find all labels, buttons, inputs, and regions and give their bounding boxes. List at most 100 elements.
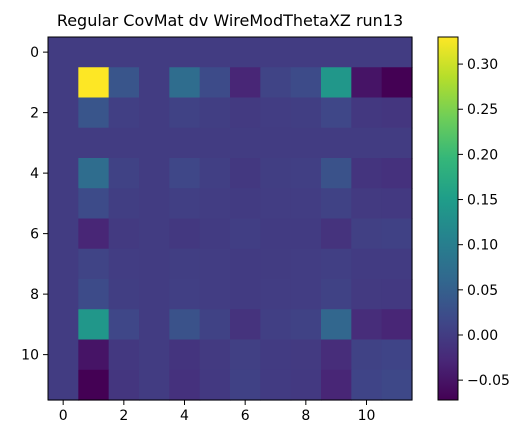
- colorbar-tick-label: 0.30: [467, 57, 498, 73]
- heatmap-cell: [78, 279, 109, 310]
- heatmap-cell: [321, 249, 352, 280]
- heatmap-cell: [291, 279, 322, 310]
- heatmap-cell: [351, 279, 382, 310]
- heatmap-cell: [48, 279, 79, 310]
- heatmap-cell: [351, 188, 382, 219]
- heatmap-cell: [139, 98, 170, 129]
- heatmap-cell: [169, 158, 200, 189]
- colorbar-axis: −0.05 0.00 0.05 0.10 0.15 0.20 0.25 0.30: [458, 57, 510, 389]
- heatmap-cell: [169, 188, 200, 219]
- heatmap-cell: [48, 67, 79, 98]
- heatmap-cell: [48, 370, 79, 401]
- heatmap-cell: [78, 188, 109, 219]
- heatmap-cell: [230, 219, 261, 250]
- heatmap-cell: [169, 219, 200, 250]
- heatmap-cell: [139, 158, 170, 189]
- heatmap-cell: [291, 37, 322, 68]
- heatmap-cell: [321, 370, 352, 401]
- heatmap-cell: [351, 370, 382, 401]
- heatmap-cell: [382, 370, 413, 401]
- heatmap-cell: [382, 188, 413, 219]
- heatmap-cell: [351, 158, 382, 189]
- heatmap-cell: [230, 98, 261, 129]
- heatmap-cell: [78, 67, 109, 98]
- heatmap-cell: [230, 188, 261, 219]
- heatmap-cell: [291, 370, 322, 401]
- colorbar-tick-label: 0.25: [467, 102, 498, 118]
- heatmap-cell: [351, 128, 382, 159]
- y-tick-label: 4: [30, 166, 39, 182]
- heatmap-cell: [200, 340, 231, 371]
- heatmap-cell: [260, 128, 291, 159]
- colorbar-tick-label: 0.10: [467, 238, 498, 254]
- heatmap-cell: [351, 37, 382, 68]
- heatmap-cell: [200, 370, 231, 401]
- heatmap-cell: [230, 370, 261, 401]
- heatmap-cell: [230, 249, 261, 280]
- heatmap-cell: [169, 340, 200, 371]
- y-axis: 0 2 4 6 8 10: [21, 45, 48, 364]
- heatmap-cell: [169, 67, 200, 98]
- heatmap-cell: [382, 219, 413, 250]
- heatmap-cell: [291, 340, 322, 371]
- heatmap-cell: [351, 219, 382, 250]
- heatmap-cell: [291, 158, 322, 189]
- heatmap-cell: [321, 279, 352, 310]
- heatmap-cell: [109, 98, 140, 129]
- x-tick-label: 2: [119, 408, 128, 424]
- heatmap-cell: [48, 128, 79, 159]
- heatmap-cell: [321, 37, 352, 68]
- heatmap-cell: [230, 37, 261, 68]
- heatmap-cell: [382, 37, 413, 68]
- heatmap-cell: [351, 309, 382, 340]
- heatmap-cell: [230, 158, 261, 189]
- heatmap-cell: [291, 249, 322, 280]
- heatmap-cell: [48, 309, 79, 340]
- heatmap-cell: [139, 370, 170, 401]
- heatmap-cell: [109, 340, 140, 371]
- heatmap-cell: [321, 340, 352, 371]
- heatmap-cell: [48, 98, 79, 129]
- heatmap-cell: [382, 128, 413, 159]
- heatmap-cell: [291, 188, 322, 219]
- heatmap-cell: [169, 128, 200, 159]
- heatmap-cell: [109, 309, 140, 340]
- y-tick-label: 10: [21, 348, 39, 364]
- heatmap-cell: [78, 219, 109, 250]
- heatmap-cell: [200, 37, 231, 68]
- x-tick-label: 0: [59, 408, 68, 424]
- heatmap-cell: [48, 188, 79, 219]
- y-tick-label: 6: [30, 227, 39, 243]
- heatmap-cell: [382, 158, 413, 189]
- heatmap-cell: [78, 249, 109, 280]
- colorbar: [438, 37, 458, 400]
- heatmap-cell: [109, 128, 140, 159]
- y-tick-label: 8: [30, 287, 39, 303]
- heatmap-cell: [351, 249, 382, 280]
- colorbar-tick-label: 0.15: [467, 193, 498, 209]
- heatmap-cell: [169, 249, 200, 280]
- heatmap-cell: [139, 340, 170, 371]
- heatmap-cell: [169, 279, 200, 310]
- heatmap-cell: [321, 188, 352, 219]
- heatmap-cell: [109, 37, 140, 68]
- heatmap-cell: [109, 370, 140, 401]
- heatmap-cell: [139, 188, 170, 219]
- heatmap-cell: [321, 158, 352, 189]
- x-tick-label: 4: [180, 408, 189, 424]
- heatmap-cell: [260, 249, 291, 280]
- heatmap-cell: [200, 279, 231, 310]
- heatmap-cells: [48, 37, 413, 401]
- heatmap-cell: [291, 219, 322, 250]
- heatmap-cell: [260, 158, 291, 189]
- heatmap-cell: [260, 219, 291, 250]
- heatmap-cell: [139, 128, 170, 159]
- heatmap-cell: [260, 279, 291, 310]
- heatmap-cell: [48, 158, 79, 189]
- heatmap-cell: [48, 219, 79, 250]
- x-axis: 0 2 4 6 8 10: [59, 400, 376, 424]
- colorbar-tick-label: 0.05: [467, 283, 498, 299]
- heatmap-cell: [169, 98, 200, 129]
- heatmap-cell: [230, 67, 261, 98]
